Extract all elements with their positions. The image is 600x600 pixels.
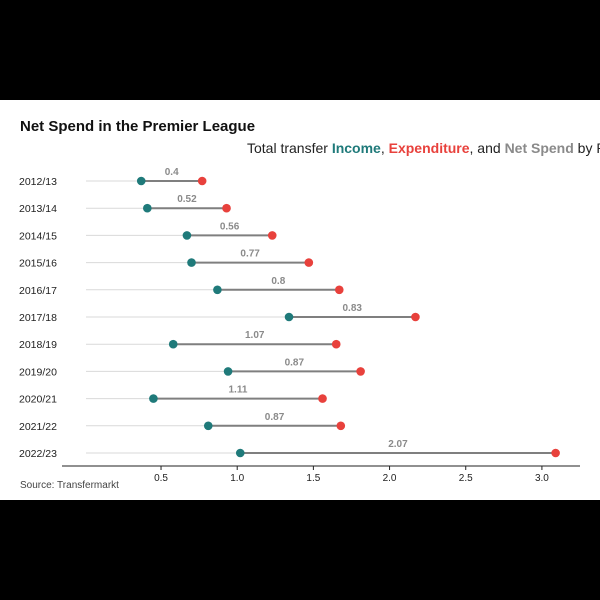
subtitle-prefix: Total transfer — [247, 140, 332, 156]
net-spend-label: 0.77 — [240, 249, 260, 260]
income-point — [213, 285, 222, 295]
category-labels: 2012/13 2013/14 2014/15 2015/16 2016/17 2017/… — [19, 176, 57, 460]
net-spend-label: 0.52 — [177, 194, 197, 205]
category-label: 2020/21 — [19, 394, 57, 406]
category-label: 2014/15 — [19, 230, 57, 242]
category-label: 2018/19 — [19, 339, 57, 351]
income-points — [136, 176, 294, 458]
x-axis: 0.5 1.0 1.5 2.0 2.5 3.0 — [62, 465, 580, 484]
income-point — [182, 231, 192, 240]
income-point — [143, 203, 152, 213]
net-spend-label: 2.07 — [388, 439, 408, 450]
net-spend-labels: 0.4 0.52 0.56 0.77 0.8 0.83 1.07 0.87 1.11 0.87 2.… — [165, 167, 408, 450]
chart-subtitle: Total transfer Income, Expenditure, and … — [247, 140, 600, 156]
expenditure-point — [197, 176, 207, 186]
expenditure-point — [267, 231, 277, 240]
category-label: 2012/13 — [19, 176, 57, 188]
x-tick-label: 1.5 — [306, 473, 320, 484]
net-spend-label: 0.87 — [265, 412, 285, 423]
subtitle-income-label: Income — [331, 140, 381, 156]
subtitle-expenditure-label: Expenditure — [388, 140, 470, 156]
net-spend-label: 0.56 — [220, 221, 240, 232]
category-label: 2013/14 — [19, 203, 57, 215]
expenditure-point — [551, 448, 560, 458]
category-label: 2021/22 — [19, 421, 57, 433]
income-point — [223, 367, 233, 376]
net-spend-segments — [141, 180, 556, 454]
chart-caption: Source: Transfermarkt — [20, 480, 119, 491]
x-tick-label: 2.5 — [459, 473, 473, 484]
x-tick-label: 3.0 — [535, 473, 549, 484]
income-point — [149, 394, 158, 403]
expenditure-point — [356, 367, 365, 376]
net-spend-label: 1.07 — [245, 330, 265, 341]
expenditure-point — [411, 312, 420, 322]
net-spend-label: 0.87 — [285, 357, 305, 368]
income-point — [203, 421, 213, 431]
expenditure-points — [197, 176, 560, 458]
expenditure-point — [334, 285, 344, 295]
category-label: 2015/16 — [19, 258, 57, 270]
income-point — [136, 176, 146, 186]
category-label: 2019/20 — [19, 366, 57, 378]
category-label: 2016/17 — [19, 285, 57, 297]
income-point — [235, 448, 245, 458]
subtitle-separator-1: , — [380, 140, 389, 156]
net-spend-label: 1.11 — [229, 385, 248, 396]
expenditure-point — [331, 339, 341, 349]
category-label: 2017/18 — [19, 312, 57, 324]
income-point — [187, 258, 196, 267]
row-guides — [86, 180, 290, 454]
chart-title: Net Spend in the Premier League — [20, 118, 256, 135]
expenditure-point — [336, 421, 346, 431]
expenditure-point — [318, 394, 327, 403]
income-point — [168, 339, 178, 349]
subtitle-suffix: by Premier League clubs — [577, 140, 600, 156]
x-tick-label: 1.0 — [230, 473, 244, 484]
chart-panel — [0, 100, 600, 500]
net-spend-label: 0.4 — [165, 167, 179, 178]
x-tick-label: 2.0 — [383, 473, 397, 484]
x-tick-label: 0.5 — [154, 473, 168, 484]
expenditure-point — [304, 258, 314, 267]
category-label: 2022/23 — [19, 448, 57, 460]
subtitle-separator-2: , and — [469, 140, 505, 156]
net-spend-label: 0.83 — [342, 303, 362, 314]
expenditure-point — [222, 203, 231, 213]
net-spend-label: 0.8 — [271, 276, 285, 287]
subtitle-net-spend-label: Net Spend — [504, 140, 574, 156]
income-point — [284, 312, 294, 322]
